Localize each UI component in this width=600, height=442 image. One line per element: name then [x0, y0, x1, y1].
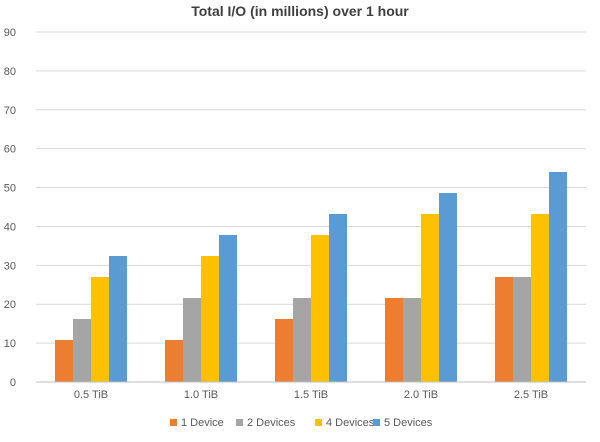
- y-tick-label: 80: [4, 66, 16, 78]
- legend-swatch: [170, 419, 177, 426]
- bar: [165, 340, 183, 382]
- y-tick-label: 90: [4, 27, 16, 39]
- bar: [109, 256, 127, 382]
- bar: [55, 340, 73, 382]
- y-axis-tick-labels: 0 10 20 30 40 50 60 70 80 90: [4, 27, 16, 389]
- bar: [385, 298, 403, 382]
- y-tick-label: 20: [4, 299, 16, 311]
- bar: [421, 214, 439, 382]
- x-tick-label: 0.5 TiB: [74, 389, 108, 401]
- bar: [439, 193, 457, 382]
- x-tick-label: 2.0 TiB: [404, 389, 438, 401]
- legend-item: 1 Device: [170, 417, 224, 429]
- legend-item: 2 Devices: [236, 417, 296, 429]
- y-tick-label: 10: [4, 338, 16, 350]
- bar: [513, 277, 531, 382]
- legend-label: 1 Device: [181, 417, 224, 429]
- bar: [403, 298, 421, 382]
- y-tick-label: 70: [4, 105, 16, 117]
- legend-swatch: [236, 419, 243, 426]
- y-tick-label: 50: [4, 183, 16, 195]
- bar: [91, 277, 109, 382]
- bar: [219, 235, 237, 382]
- x-axis-tick-labels: 0.5 TiB 1.0 TiB 1.5 TiB 2.0 TiB 2.5 TiB: [74, 389, 548, 401]
- bar: [495, 277, 513, 382]
- y-tick-label: 0: [10, 377, 16, 389]
- bar: [73, 319, 91, 382]
- legend-item: 4 Devices: [315, 417, 375, 429]
- bar: [329, 214, 347, 382]
- legend-label: 4 Devices: [326, 417, 375, 429]
- legend-swatch: [315, 419, 322, 426]
- bar: [293, 298, 311, 382]
- x-tick-label: 2.5 TiB: [514, 389, 548, 401]
- bar: [311, 235, 329, 382]
- x-tick-label: 1.5 TiB: [294, 389, 328, 401]
- bar: [183, 298, 201, 382]
- legend: 1 Device 2 Devices 4 Devices 5 Devices: [170, 417, 433, 429]
- y-tick-label: 60: [4, 144, 16, 156]
- bars: [55, 172, 567, 382]
- legend-label: 2 Devices: [247, 417, 296, 429]
- x-tick-label: 1.0 TiB: [184, 389, 218, 401]
- y-tick-label: 40: [4, 221, 16, 233]
- bar: [201, 256, 219, 382]
- legend-swatch: [373, 419, 380, 426]
- legend-label: 5 Devices: [384, 417, 433, 429]
- bar: [549, 172, 567, 382]
- bar: [275, 319, 293, 382]
- legend-item: 5 Devices: [373, 417, 433, 429]
- gridlines: [36, 31, 586, 344]
- bar: [531, 214, 549, 382]
- y-tick-label: 30: [4, 260, 16, 272]
- chart-title: Total I/O (in millions) over 1 hour: [191, 3, 409, 19]
